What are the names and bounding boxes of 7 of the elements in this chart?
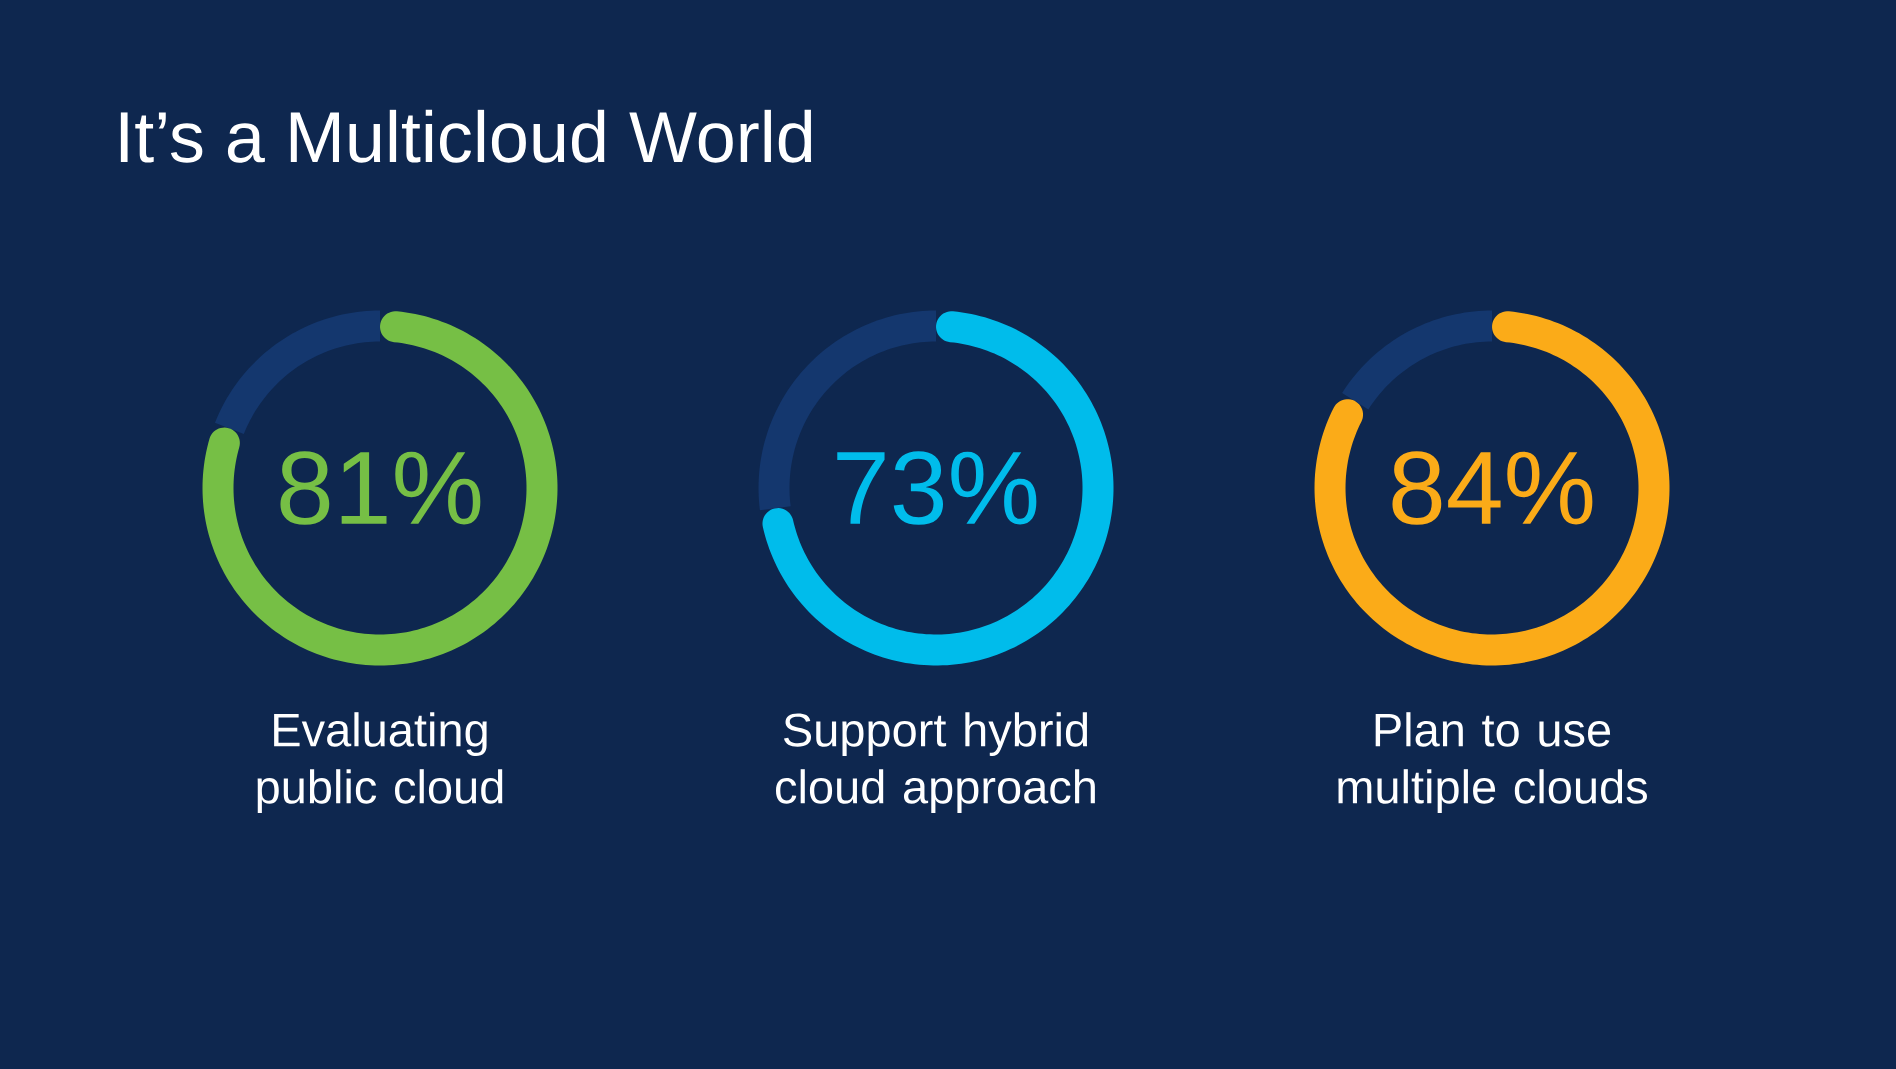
slice-label: Support hybrid cloud approach: [776, 712, 1095, 814]
data-label: 81%: [280, 451, 481, 525]
chart-title: It’s a Multicloud World: [120, 109, 812, 163]
data-label: 73%: [837, 451, 1037, 525]
data-label: 84%: [1392, 451, 1593, 525]
slice-label: Plan to use multiple clouds: [1338, 712, 1647, 814]
slice-label: Evaluating public cloud: [257, 712, 503, 814]
